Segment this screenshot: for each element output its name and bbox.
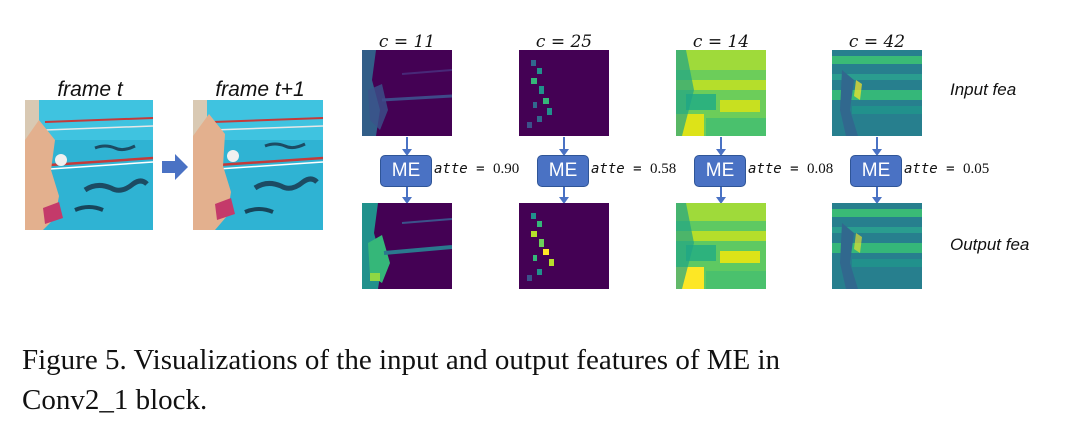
figure-caption: Figure 5. Visualizations of the input an… — [22, 340, 1062, 420]
down-arrow-icon — [402, 187, 412, 204]
output-feature-map-4 — [832, 203, 922, 289]
me-module-1: ME — [380, 155, 432, 187]
column-header-3: c = 14 — [692, 32, 750, 52]
frame-t1-label: frame t+1 — [215, 78, 305, 101]
column-header-1: c = 11 — [378, 32, 436, 52]
me-label: ME — [861, 160, 891, 181]
frame-t-image — [25, 100, 153, 230]
input-feature-map-3 — [676, 50, 766, 136]
down-arrow-icon — [559, 137, 569, 156]
frame-t-label: frame t — [57, 78, 123, 101]
me-module-3: ME — [694, 155, 746, 187]
down-arrow-icon — [402, 137, 412, 156]
output-feature-map-2 — [519, 203, 609, 289]
down-arrow-icon — [559, 187, 569, 204]
input-features-label: Input fea — [950, 80, 1017, 99]
caption-line-1: Figure 5. Visualizations of the input an… — [22, 344, 781, 376]
column-header-2: c = 25 — [535, 32, 593, 52]
caption-line-2: Conv2_1 block. — [22, 384, 208, 416]
column-header-4: c = 42 — [848, 32, 906, 52]
down-arrow-icon — [716, 187, 726, 204]
attention-value-3: atte = 0.08 — [748, 161, 834, 177]
attention-value-4: atte = 0.05 — [904, 161, 990, 177]
me-module-4: ME — [850, 155, 902, 187]
attention-value-2: atte = 0.58 — [591, 161, 677, 177]
output-features-label: Output fea — [950, 235, 1030, 254]
me-label: ME — [391, 160, 421, 181]
me-module-2: ME — [537, 155, 589, 187]
frame-t1-image — [193, 100, 323, 230]
me-label: ME — [705, 160, 735, 181]
output-feature-map-1 — [362, 203, 452, 289]
down-arrow-icon — [872, 137, 882, 156]
attention-value-1: atte = 0.90 — [434, 161, 520, 177]
down-arrow-icon — [872, 187, 882, 204]
input-feature-map-1 — [362, 50, 452, 136]
output-feature-map-3 — [676, 203, 766, 289]
down-arrow-icon — [716, 137, 726, 156]
input-feature-map-4 — [832, 50, 922, 136]
me-label: ME — [548, 160, 578, 181]
right-arrow-icon — [162, 154, 188, 180]
input-feature-map-2 — [519, 50, 609, 136]
